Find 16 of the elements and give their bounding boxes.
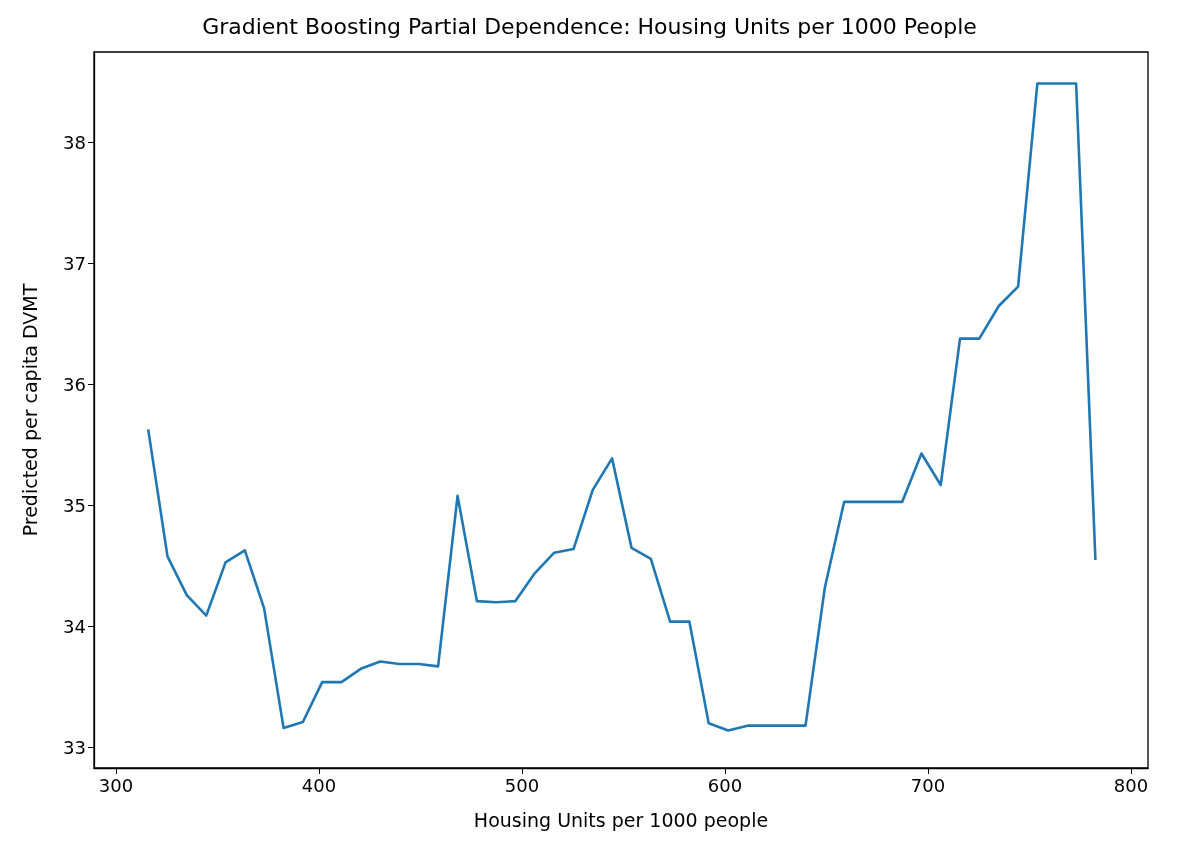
y-axis-title: Predicted per capita DVMT xyxy=(18,283,41,537)
x-axis-title: Housing Units per 1000 people xyxy=(473,808,769,831)
y-tick-label: 37 xyxy=(63,253,86,275)
x-tick-label: 600 xyxy=(707,774,743,796)
y-tick-label: 38 xyxy=(63,132,86,154)
chart-title: Gradient Boosting Partial Dependence: Housing Units per 1000 People xyxy=(202,13,977,39)
y-tick-label: 35 xyxy=(63,495,86,517)
line-series xyxy=(146,82,1097,732)
y-tick-label: 36 xyxy=(63,374,86,396)
y-tick-label: 34 xyxy=(63,615,86,637)
x-tick-label: 300 xyxy=(98,774,134,796)
y-tick-label: 33 xyxy=(63,736,86,758)
x-tick-label: 700 xyxy=(910,774,946,796)
x-tick-label: 500 xyxy=(504,774,540,796)
x-tick-label: 800 xyxy=(1113,774,1149,796)
x-tick-label: 400 xyxy=(301,774,337,796)
